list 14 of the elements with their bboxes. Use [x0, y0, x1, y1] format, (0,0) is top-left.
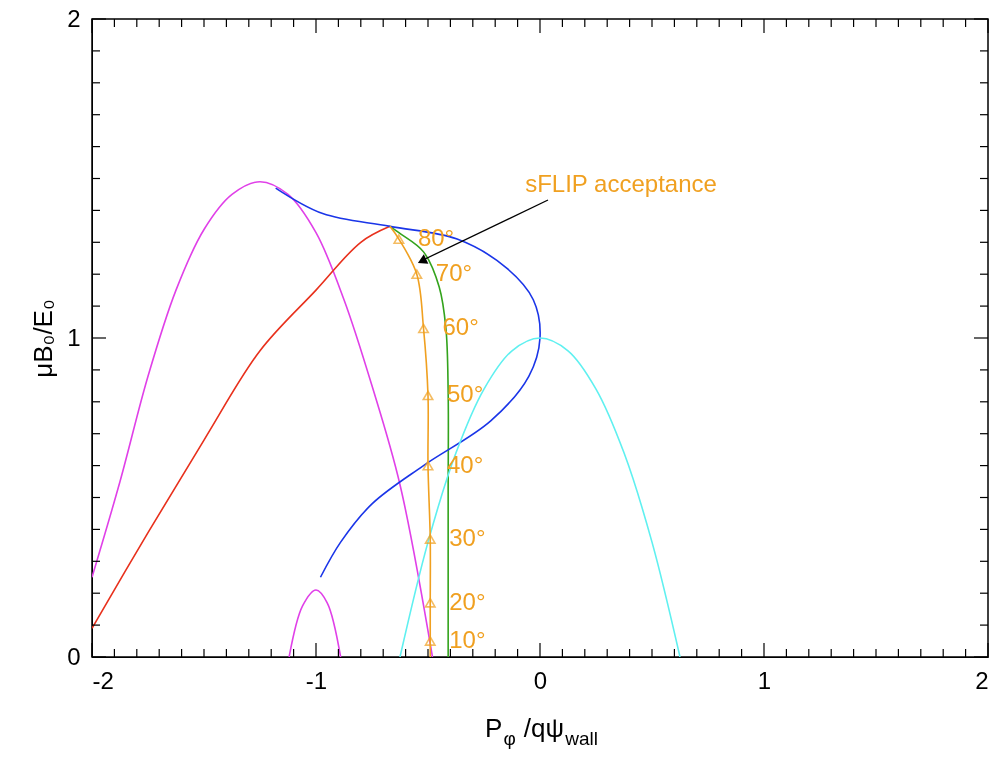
y-axis-title: μB₀/E₀: [28, 299, 59, 378]
y-tick-label: 2: [67, 4, 81, 32]
x-tick-label: -1: [305, 666, 328, 694]
annotation: sFLIP acceptance: [525, 170, 717, 197]
annotation: 70°: [435, 259, 473, 287]
x-tick-label: 0: [533, 666, 548, 694]
x-tick-label: 1: [757, 666, 772, 694]
annotation: 30°: [449, 523, 486, 551]
x-tick-label: 2: [975, 666, 989, 694]
annotation: 20°: [449, 587, 486, 615]
annotation: 10°: [449, 626, 486, 654]
y-tick-label: 0: [67, 642, 81, 670]
y-tick-label: 1: [67, 323, 81, 351]
x-tick-label: -2: [92, 666, 114, 694]
